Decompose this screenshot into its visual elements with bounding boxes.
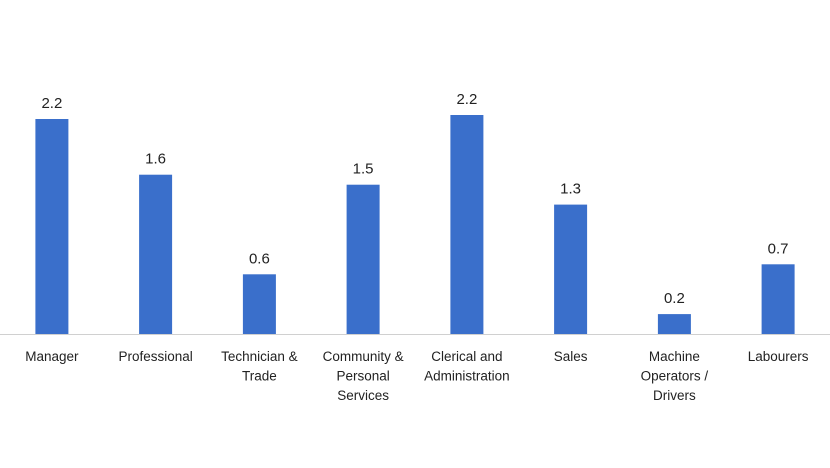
category-label-line: Technician & bbox=[221, 349, 298, 364]
category-label-3: Technician & Trade bbox=[221, 349, 298, 384]
category-label-6: Sales bbox=[554, 349, 588, 364]
bars-group bbox=[35, 115, 795, 334]
data-label-8: 0.7 bbox=[768, 240, 789, 257]
category-label-line: Operators / bbox=[641, 369, 709, 384]
data-labels-group: 2.2 1.6 0.6 1.5 2.2 1.3 0.2 0.7 bbox=[41, 91, 788, 307]
data-label-7: 0.2 bbox=[664, 290, 685, 307]
category-label-7: Machine Operators / Drivers bbox=[641, 349, 709, 403]
category-label-line: Trade bbox=[242, 369, 277, 384]
bar-8 bbox=[761, 264, 795, 334]
category-label-line: Manager bbox=[25, 349, 79, 364]
category-labels-group: Manager Professional Technician & Trade Comm… bbox=[25, 349, 808, 403]
bar-1 bbox=[35, 119, 69, 334]
data-label-5: 2.2 bbox=[456, 91, 477, 108]
category-label-line: Administration bbox=[424, 369, 510, 384]
category-label-line: Drivers bbox=[653, 388, 696, 403]
category-label-line: Community & bbox=[323, 349, 404, 364]
bar-2 bbox=[139, 174, 173, 334]
data-label-3: 0.6 bbox=[249, 250, 270, 267]
bar-6 bbox=[554, 204, 588, 334]
category-label-line: Labourers bbox=[748, 349, 809, 364]
bar-4 bbox=[346, 184, 380, 334]
category-label-line: Sales bbox=[554, 349, 588, 364]
data-label-2: 1.6 bbox=[145, 151, 166, 168]
category-label-line: Professional bbox=[118, 349, 192, 364]
category-label-line: Machine bbox=[649, 349, 700, 364]
category-label-8: Labourers bbox=[748, 349, 809, 364]
bar-5 bbox=[450, 115, 484, 334]
category-label-4: Community & Personal Services bbox=[323, 349, 404, 403]
category-label-line: Personal bbox=[336, 369, 389, 384]
category-label-line: Services bbox=[337, 388, 389, 403]
category-label-2: Professional bbox=[118, 349, 192, 364]
bar-3 bbox=[242, 274, 276, 334]
category-label-line: Clerical and bbox=[431, 349, 502, 364]
category-label-5: Clerical and Administration bbox=[424, 349, 510, 384]
data-label-6: 1.3 bbox=[560, 181, 581, 198]
bar-7 bbox=[657, 314, 691, 334]
category-label-1: Manager bbox=[25, 349, 79, 364]
data-label-4: 1.5 bbox=[353, 161, 374, 178]
data-label-1: 2.2 bbox=[41, 95, 62, 112]
